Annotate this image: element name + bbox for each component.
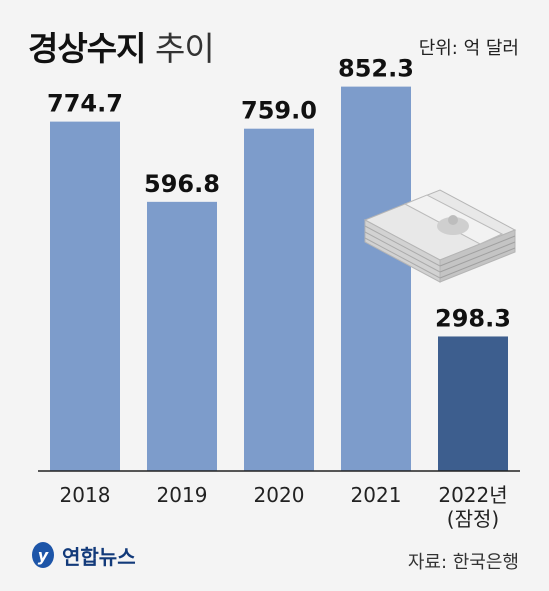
chart-title: 경상수지 추이	[28, 22, 215, 70]
value-label-4: 298.3	[435, 304, 511, 332]
x-tick-label-0: 2018	[60, 483, 111, 507]
money-bundle-icon	[363, 189, 517, 283]
x-tick-label-2: 2020	[254, 483, 305, 507]
value-label-0: 774.7	[47, 90, 123, 118]
bars-group: 774.7 596.8 759.0 852.3 298.3	[47, 55, 511, 472]
bar-3	[341, 86, 411, 471]
source-label: 자료: 한국은행	[407, 552, 519, 573]
logo-text: 연합뉴스	[62, 544, 136, 569]
logo: y 연합뉴스	[30, 540, 136, 570]
bar-2	[244, 128, 314, 472]
svg-text:y: y	[38, 546, 49, 565]
yonhap-logo-icon: y	[32, 542, 54, 568]
unit-label: 단위: 억 달러	[418, 38, 519, 59]
x-tick-label-1: 2019	[157, 483, 208, 507]
value-label-2: 759.0	[241, 97, 317, 125]
value-label-1: 596.8	[144, 170, 220, 198]
bar-0	[50, 121, 120, 472]
value-label-3: 852.3	[338, 55, 414, 83]
x-axis-labels: 2018 2019 2020 2021 2022년 (잠정)	[60, 483, 508, 530]
bar-1	[147, 201, 217, 471]
title-sub: 추이	[154, 29, 215, 68]
title-main: 경상수지	[28, 29, 146, 68]
x-tick-label-4: 2022년 (잠정)	[438, 483, 507, 530]
x-tick-label-3: 2021	[351, 483, 402, 507]
bar-4	[438, 336, 508, 471]
